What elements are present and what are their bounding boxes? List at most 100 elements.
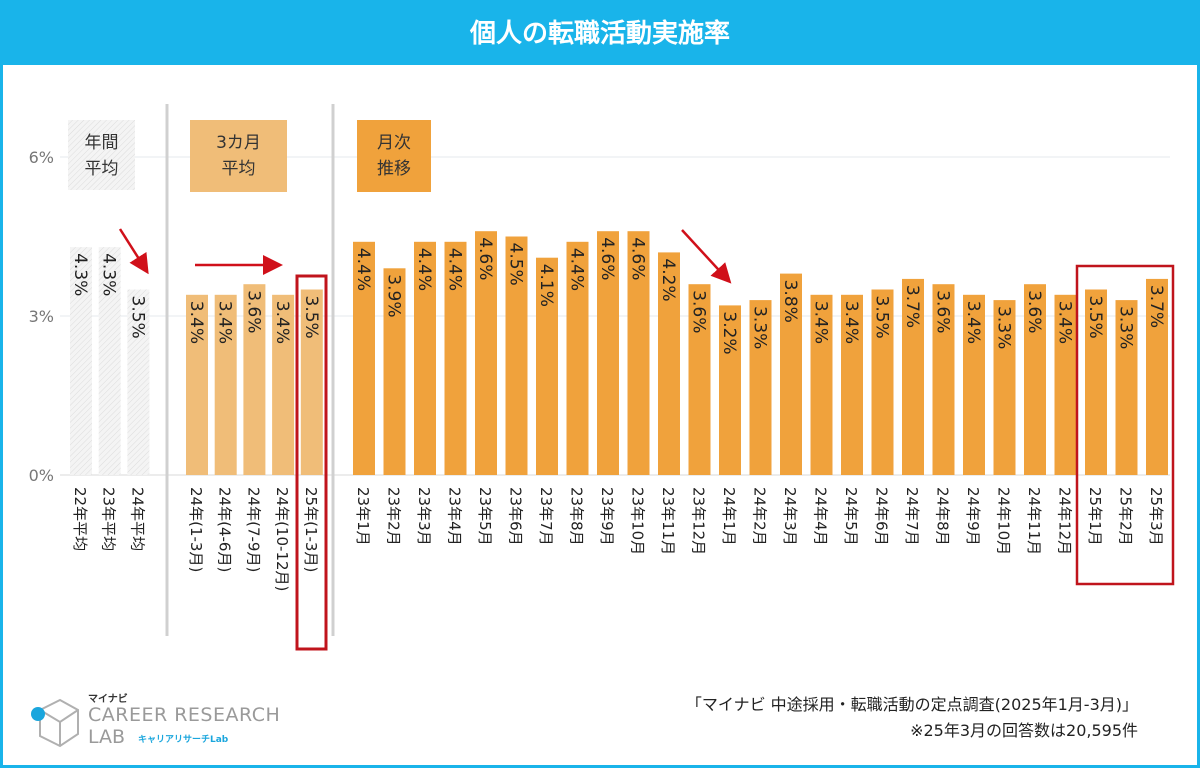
x-tick-label: 23年4月 — [446, 487, 464, 546]
bar — [383, 268, 406, 475]
bar-value-label: 4.6% — [475, 237, 495, 280]
x-tick-label: 23年8月 — [568, 487, 586, 546]
bar — [719, 305, 741, 475]
bar — [1054, 294, 1077, 475]
x-tick-label: 23年3月 — [415, 487, 433, 546]
bar — [127, 289, 150, 475]
bar — [505, 236, 528, 475]
x-tick-label: 23年12月 — [690, 487, 708, 555]
x-tick-label: 24年(7-9月) — [244, 487, 262, 572]
group-label: 月次 — [377, 133, 411, 153]
x-tick-label: 24年3月 — [781, 487, 799, 546]
x-tick-label: 23年平均 — [100, 487, 118, 551]
bar-value-label: 4.1% — [536, 264, 556, 307]
group-label: 平均 — [85, 159, 119, 179]
bar — [70, 247, 92, 475]
x-tick-label: 23年10月 — [629, 487, 647, 555]
bar-value-label: 4.3% — [70, 253, 90, 296]
bar — [963, 294, 985, 475]
bar-value-label: 4.4% — [414, 248, 434, 291]
x-tick-label: 23年11月 — [659, 487, 677, 555]
bar — [353, 241, 375, 475]
x-tick-label: 23年2月 — [385, 487, 403, 546]
bar — [780, 273, 802, 475]
x-tick-label: 24年(1-3月) — [187, 487, 205, 572]
x-tick-label: 25年3月 — [1147, 487, 1165, 546]
logo-line2: LAB — [88, 726, 126, 748]
response-count-note: ※25年3月の回答数は20,595件 — [910, 721, 1138, 740]
group-label-box — [357, 120, 431, 192]
bar-value-label: 3.2% — [719, 311, 739, 354]
x-tick-label: 24年7月 — [903, 487, 921, 546]
bar-value-label: 3.6% — [689, 290, 709, 333]
group-label: 平均 — [222, 159, 256, 179]
y-tick-label: 0% — [29, 466, 54, 485]
x-tick-label: 25年2月 — [1117, 487, 1135, 546]
x-tick-label: 23年6月 — [507, 487, 525, 546]
highlight-box-25q1 — [295, 274, 328, 651]
logo-line3: キャリアリサーチLab — [138, 735, 229, 745]
x-tick-label: 24年11月 — [1025, 487, 1043, 555]
y-tick-label: 3% — [29, 307, 54, 326]
bar-value-label: 4.4% — [567, 248, 587, 291]
x-tick-label: 25年1月 — [1086, 487, 1104, 546]
bar-value-label: 3.4% — [963, 301, 983, 344]
bar — [272, 294, 295, 475]
highlight-box-25-months — [1075, 264, 1175, 586]
bar-value-label: 3.6% — [243, 290, 263, 333]
bar-value-label: 4.5% — [506, 243, 526, 286]
bar-value-label: 3.7% — [902, 285, 922, 328]
x-tick-label: 24年9月 — [964, 487, 982, 546]
bar-value-label: 4.4% — [353, 248, 373, 291]
bar — [300, 289, 323, 475]
bar-value-label: 3.5% — [1085, 296, 1105, 339]
chart-title: 個人の転職活動実施率 — [3, 3, 1197, 65]
x-tick-label: 23年7月 — [537, 487, 555, 546]
bar — [536, 257, 558, 475]
bar-value-label: 3.3% — [1116, 306, 1136, 349]
bar-value-label: 3.4% — [1055, 301, 1075, 344]
bar — [749, 300, 772, 475]
group-label-box — [190, 120, 287, 192]
bar — [627, 231, 650, 475]
bar — [98, 247, 121, 475]
bar — [841, 294, 863, 475]
x-tick-label: 24年2月 — [751, 487, 769, 546]
bar-value-label: 4.6% — [597, 237, 617, 280]
bar-value-label: 3.4% — [215, 301, 235, 344]
bar-value-label: 3.5% — [301, 296, 321, 339]
bar-value-label: 4.3% — [99, 253, 119, 296]
bar-value-label: 4.4% — [445, 248, 465, 291]
bar — [1085, 289, 1107, 475]
group-label-box — [68, 120, 135, 190]
bar — [902, 278, 924, 475]
x-tick-label: 24年(4-6月) — [216, 487, 234, 572]
x-tick-label: 23年9月 — [598, 487, 616, 546]
career-research-lab-logo: マイナビ CAREER RESEARCH LAB キャリアリサーチLab — [26, 690, 286, 750]
bar — [475, 231, 497, 475]
bar — [932, 284, 955, 475]
group-label: 推移 — [377, 159, 411, 179]
bar — [243, 284, 266, 475]
bar — [597, 231, 619, 475]
bar — [688, 284, 711, 475]
source-note: 「マイナビ 中途採用・転職活動の定点調査(2025年1月-3月)」 ※25年3月… — [686, 692, 1138, 744]
x-tick-label: 23年5月 — [476, 487, 494, 546]
bar-value-label: 3.4% — [841, 301, 861, 344]
bar-value-label: 3.9% — [384, 274, 404, 317]
bar — [993, 300, 1016, 475]
logo-line1: CAREER RESEARCH — [88, 704, 281, 726]
x-tick-label: 24年(10-12月) — [273, 487, 291, 591]
group-label: 年間 — [85, 133, 119, 153]
bar-value-label: 3.7% — [1146, 285, 1166, 328]
bar-value-label: 4.6% — [628, 237, 648, 280]
bar — [1024, 284, 1046, 475]
cube-logo-icon — [31, 698, 79, 748]
bar — [658, 252, 680, 475]
bar-value-label: 3.5% — [127, 296, 147, 339]
bar-value-label: 3.6% — [933, 290, 953, 333]
x-tick-label: 24年平均 — [128, 487, 146, 551]
trend-arrow-annual — [118, 228, 149, 275]
bar-value-label: 3.4% — [811, 301, 831, 344]
